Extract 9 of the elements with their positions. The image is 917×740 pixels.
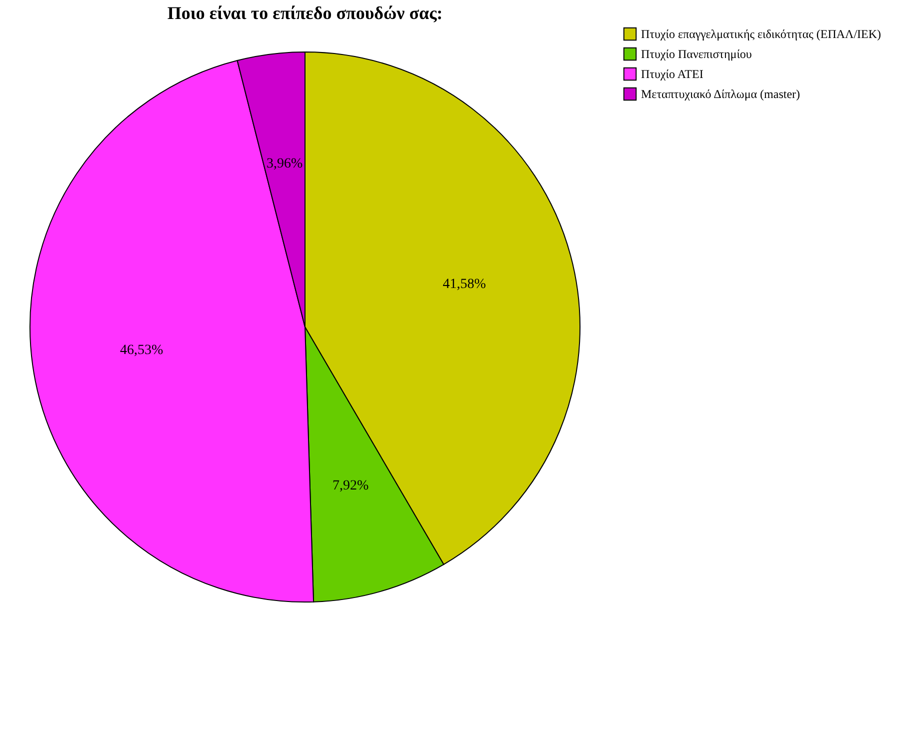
- legend-label: Πτυχίο Πανεπιστημίου: [641, 47, 752, 61]
- data-label: 41,58%: [442, 276, 486, 292]
- data-label: 3,96%: [266, 156, 303, 172]
- legend-label: Μεταπτυχιακό Δίπλωμα (master): [641, 87, 800, 101]
- legend-label: Πτυχίο επαγγελματικής ειδικότητας (ΕΠΑΛ/ΙΕΚ): [641, 27, 882, 41]
- chart-title: Ποιο είναι το επίπεδο σπουδών σας:: [167, 3, 443, 23]
- data-label: 7,92%: [332, 478, 370, 494]
- legend-label: Πτυχίο ΑΤΕΙ: [641, 67, 704, 81]
- data-label: 46,53%: [120, 343, 164, 358]
